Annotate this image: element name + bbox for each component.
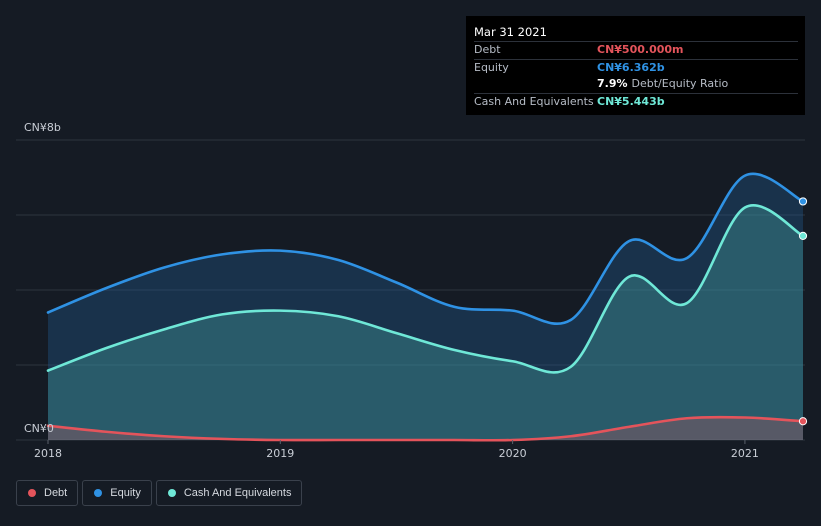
x-tick-label: 2018	[34, 447, 62, 460]
equity-dot-icon	[94, 489, 103, 497]
legend-item-debt[interactable]: Debt	[16, 480, 79, 506]
legend-item-equity[interactable]: Equity	[82, 480, 152, 506]
debt-end-marker	[798, 417, 808, 426]
y-tick-label: CN¥8b	[24, 121, 61, 134]
legend-label-equity: Equity	[110, 487, 141, 499]
legend-label-debt: Debt	[44, 487, 68, 499]
x-axis: 2018 2019 2020 2021	[34, 440, 759, 460]
equity-area	[48, 173, 803, 440]
tooltip-debt-value: CN¥500.000m	[597, 43, 684, 56]
legend-label-cash: Cash And Equivalents	[183, 487, 292, 499]
series-areas	[48, 173, 803, 441]
equity-line	[46, 172, 805, 326]
tooltip-cash-value: CN¥5.443b	[597, 94, 665, 108]
legend: Debt Equity Cash And Equivalents	[16, 480, 303, 506]
y-tick-label: CN¥0	[24, 422, 54, 435]
cash-dot-icon	[167, 489, 176, 497]
x-tick-label: 2020	[499, 447, 527, 460]
tooltip-equity-value: CN¥6.362b	[597, 60, 665, 74]
legend-item-cash[interactable]: Cash And Equivalents	[155, 480, 303, 506]
debt-dot-icon	[28, 489, 36, 497]
cash-and-equivalents-end-marker	[798, 231, 808, 240]
tooltip-row-ratio: 7.9% Debt/Equity Ratio	[474, 76, 798, 93]
debt-area	[48, 417, 803, 441]
tooltip-date: Mar 31 2021	[474, 25, 547, 39]
tooltip-ratio-label: Debt/Equity Ratio	[631, 77, 729, 90]
tooltip-row-equity: Equity CN¥6.362b	[474, 58, 798, 77]
tooltip-row-cash: Cash And Equivalents CN¥5.443b	[474, 92, 798, 111]
y-axis: CN¥8b CN¥0	[24, 121, 61, 435]
tooltip-debt-label: Debt	[474, 43, 501, 56]
series-lines	[46, 172, 805, 442]
tooltip-row-debt: Debt CN¥500.000m	[474, 41, 798, 59]
x-tick-label: 2019	[266, 447, 294, 460]
tooltip-equity-label: Equity	[474, 60, 509, 74]
cash-and-equivalents-line	[46, 204, 805, 374]
series-end-markers	[798, 197, 808, 426]
debt-line	[46, 415, 805, 442]
tooltip: Mar 31 2021 Debt CN¥500.000m Equity CN¥6…	[466, 16, 805, 115]
tooltip-cash-label: Cash And Equivalents	[474, 94, 594, 108]
x-tick-label: 2021	[731, 447, 759, 460]
tooltip-ratio-value: 7.9%	[597, 77, 628, 90]
cash-and-equivalents-area	[48, 205, 803, 440]
equity-end-marker	[798, 197, 808, 206]
